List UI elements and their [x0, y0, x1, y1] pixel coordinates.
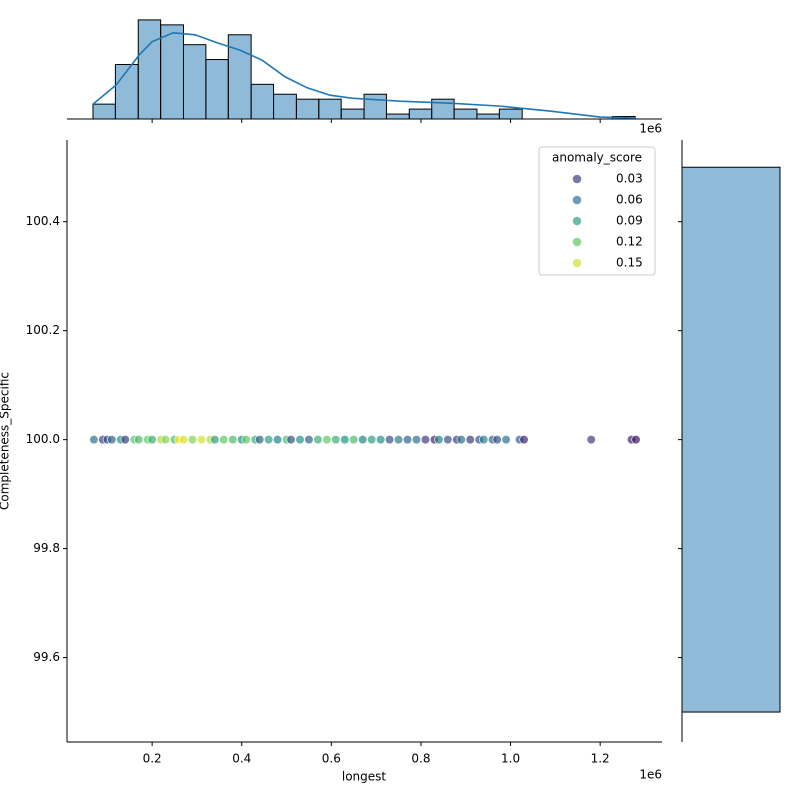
- legend-label: 0.06: [616, 193, 643, 207]
- scatter-point: [295, 435, 305, 445]
- scatter-point: [331, 435, 341, 445]
- scatter-point: [631, 435, 641, 445]
- scatter-point: [479, 435, 489, 445]
- hist-bar: [250, 83, 275, 120]
- scatter-point: [340, 435, 350, 445]
- y-tick-label: 99.8: [33, 541, 60, 555]
- hist-bar: [182, 44, 207, 120]
- top-offset-text: 1e6: [639, 122, 662, 136]
- hist-bar: [114, 64, 139, 120]
- legend-label: 0.03: [616, 172, 643, 186]
- x-tick-label: 0.2: [143, 752, 162, 766]
- scatter-point: [322, 435, 332, 445]
- scatter-point: [304, 435, 314, 445]
- scatter-point: [384, 435, 395, 445]
- scatter-point: [420, 435, 431, 445]
- legend-label: 0.12: [616, 235, 643, 249]
- scatter-point: [272, 435, 283, 445]
- hist-bar: [295, 98, 320, 120]
- scatter-point: [228, 435, 238, 445]
- scatter-point: [519, 435, 529, 445]
- scatter-point: [456, 435, 466, 445]
- hist-bar: [498, 108, 523, 120]
- scatter-point: [219, 435, 229, 445]
- x-tick-label: 1.2: [591, 752, 610, 766]
- y-axis-label: Completeness_Specific: [0, 372, 12, 510]
- y-tick-label: 100.0: [26, 432, 60, 446]
- hist-bar: [340, 108, 365, 120]
- legend-marker: [572, 174, 582, 184]
- scatter-point: [358, 435, 368, 445]
- scatter-point: [241, 435, 251, 445]
- scatter-point: [178, 435, 189, 445]
- scatter-point: [120, 435, 130, 445]
- scatter-point: [255, 435, 265, 445]
- legend-title: anomaly_score: [552, 151, 642, 165]
- hist-bar: [363, 93, 387, 120]
- legend-marker: [572, 216, 582, 226]
- scatter-point: [393, 435, 404, 445]
- x-offset-text: 1e6: [639, 768, 662, 782]
- legend-label: 0.15: [616, 256, 643, 270]
- scatter-point: [367, 435, 377, 445]
- scatter-point: [89, 435, 99, 445]
- hist-bar: [137, 19, 162, 120]
- scatter-point: [411, 435, 422, 445]
- scatter-point: [107, 435, 117, 445]
- y-tick-label: 100.2: [26, 323, 60, 337]
- scatter-point: [492, 435, 502, 445]
- hist-bar: [92, 103, 116, 120]
- legend-marker: [572, 195, 582, 205]
- scatter-point: [210, 435, 220, 445]
- hist-bar: [476, 113, 500, 120]
- x-tick-label: 1.0: [501, 752, 520, 766]
- y-tick-label: 100.4: [26, 214, 60, 228]
- legend-label: 0.09: [616, 214, 643, 228]
- x-axis-label: longest: [342, 770, 387, 784]
- scatter-point: [586, 435, 596, 445]
- hist-bar: [273, 93, 297, 120]
- hist-bar: [205, 59, 229, 120]
- scatter-point: [147, 435, 157, 445]
- kde-line: [92, 31, 636, 119]
- x-tick-label: 0.4: [232, 752, 251, 766]
- scatter-point: [376, 435, 386, 445]
- hist-bar: [385, 113, 410, 120]
- x-tick-label: 0.6: [322, 752, 341, 766]
- scatter-point: [443, 435, 453, 445]
- scatter-point: [187, 435, 198, 445]
- scatter-point: [134, 435, 144, 445]
- scatter-point: [465, 435, 475, 445]
- scatter-point: [264, 435, 274, 445]
- x-tick-label: 0.8: [411, 752, 430, 766]
- hist-bar: [160, 24, 184, 120]
- y-tick-label: 99.6: [33, 650, 60, 664]
- hist-bar: [408, 108, 433, 120]
- hist-bar: [227, 34, 252, 120]
- scatter-point: [160, 435, 171, 445]
- scatter-point: [402, 435, 413, 445]
- scatter-point: [313, 435, 323, 445]
- hist-bar: [681, 166, 781, 713]
- legend-box: [538, 146, 656, 276]
- scatter-point: [434, 435, 444, 445]
- scatter-point: [501, 435, 511, 445]
- legend-marker: [572, 258, 582, 268]
- hist-bar: [318, 98, 342, 120]
- legend-marker: [572, 237, 582, 247]
- scatter-point: [196, 435, 207, 445]
- scatter-point: [286, 435, 296, 445]
- hist-bar: [453, 108, 478, 120]
- scatter-point: [349, 435, 359, 445]
